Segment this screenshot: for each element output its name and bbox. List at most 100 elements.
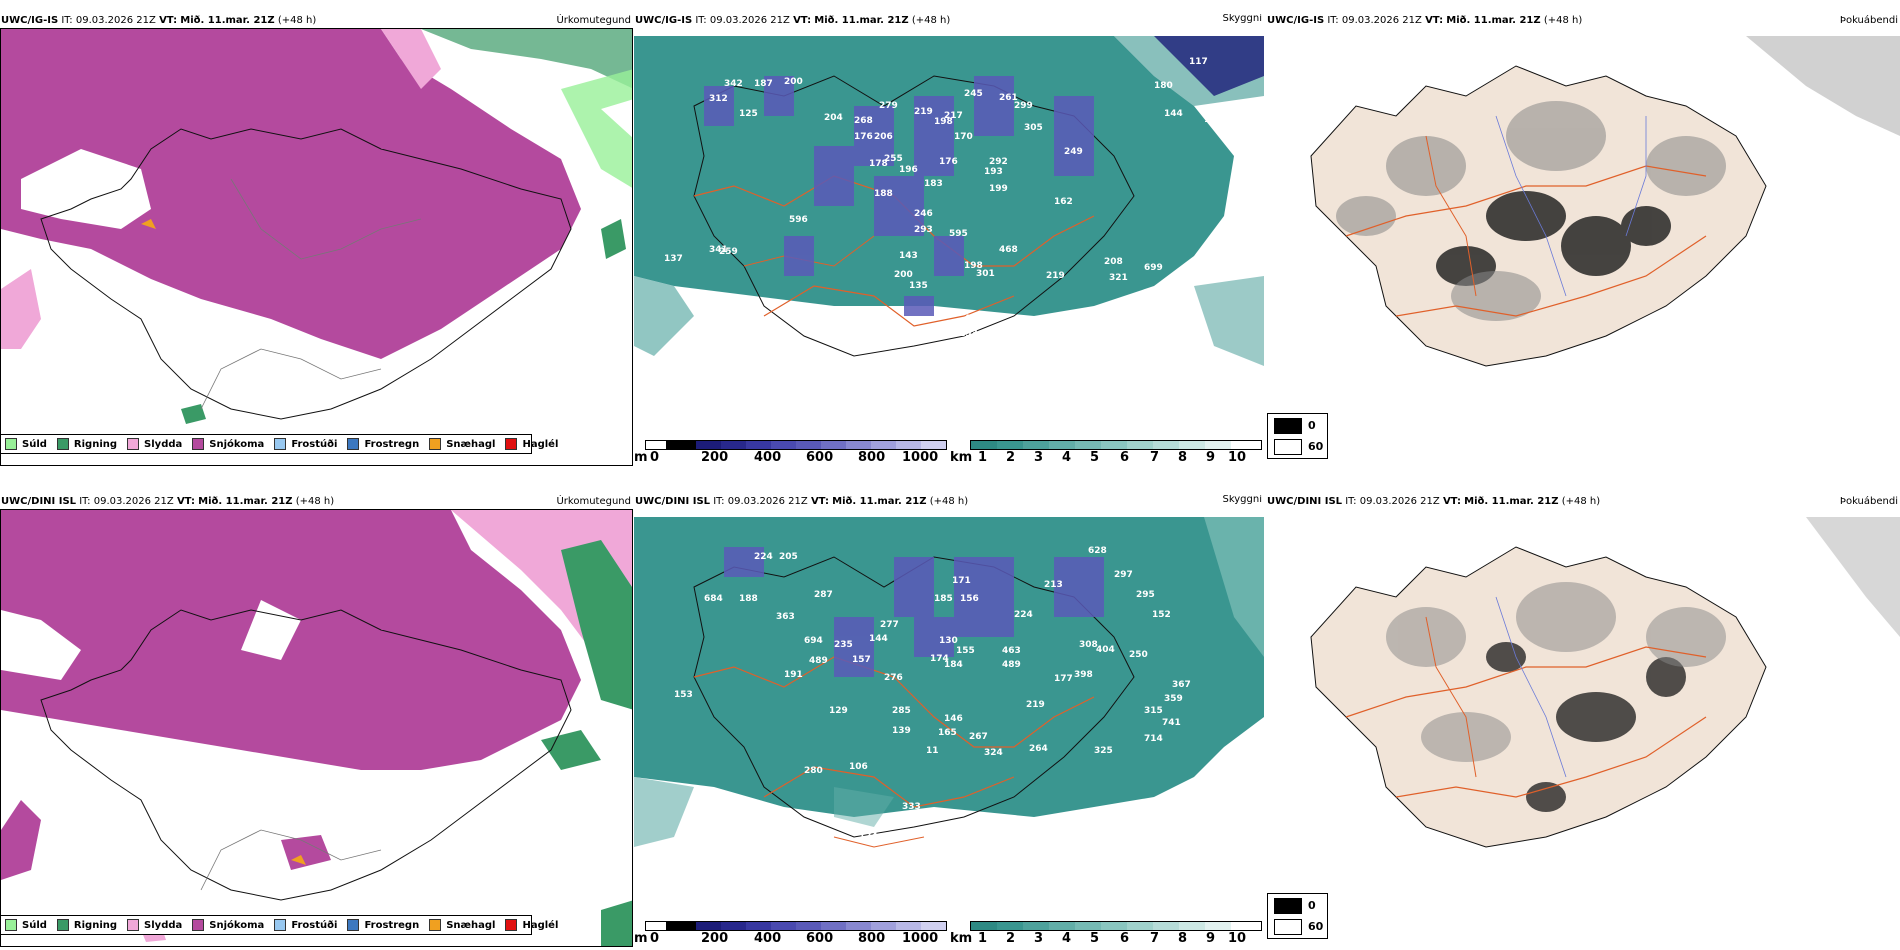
- visibility-tick: 7: [1150, 450, 1160, 465]
- legend-item: Frostregn: [347, 438, 419, 450]
- legend-item: Frostregn: [347, 919, 419, 931]
- svg-text:176: 176: [854, 132, 873, 142]
- cloudbase-tick: 1000: [902, 931, 939, 946]
- svg-text:157: 157: [852, 655, 871, 665]
- model-name: UWC/IG-IS: [1267, 15, 1325, 26]
- svg-text:187: 187: [754, 79, 773, 89]
- svg-text:246: 246: [914, 209, 933, 219]
- visibility-unit: km: [950, 450, 973, 465]
- fog-panel-name: Þokuábendi: [1839, 15, 1898, 26]
- svg-text:11: 11: [926, 746, 939, 756]
- svg-text:114: 114: [934, 826, 953, 836]
- svg-text:297: 297: [1114, 570, 1133, 580]
- svg-text:198: 198: [964, 261, 983, 271]
- fog-legend-label-0: 0: [1308, 899, 1316, 912]
- svg-text:219: 219: [1046, 271, 1065, 281]
- svg-text:280: 280: [804, 766, 823, 776]
- legend-item: Snjókoma: [192, 438, 264, 450]
- cloudbase-tick: 600: [806, 450, 834, 465]
- svg-text:206: 206: [874, 132, 893, 142]
- svg-text:155: 155: [956, 646, 975, 656]
- visibility-bar: [970, 921, 1262, 931]
- svg-text:129: 129: [829, 706, 848, 716]
- svg-text:144: 144: [1164, 109, 1183, 119]
- legend-item: Snjókoma: [192, 919, 264, 931]
- visibility-unit: km: [950, 931, 973, 946]
- cloudbase-tick: 1000: [902, 450, 939, 465]
- svg-text:287: 287: [814, 590, 833, 600]
- cloud-panel-name: Skyggni: [1222, 14, 1262, 24]
- sleet-swatch: [127, 919, 140, 931]
- cloudbase-colorbar-row2: m 0 200 400 600 800 1000: [634, 921, 947, 947]
- it-label: IT:: [61, 15, 73, 26]
- model-name: UWC/IG-IS: [1, 15, 59, 26]
- legend-item: Súld: [5, 919, 47, 931]
- precip-title-row2: UWC/DINI ISL IT: 09.03.2026 21Z VT: Mið.…: [1, 496, 335, 507]
- svg-text:199: 199: [989, 184, 1008, 194]
- visibility-tick: 6: [1120, 931, 1130, 946]
- svg-text:144: 144: [869, 634, 888, 644]
- cloudbase-tick: 400: [754, 931, 782, 946]
- svg-text:180: 180: [1154, 81, 1173, 91]
- rain-swatch: [56, 919, 69, 931]
- cloudbase-tick: 800: [858, 931, 886, 946]
- cloud-title-row1: UWC/IG-IS IT: 09.03.2026 21Z VT: Mið. 11…: [635, 15, 951, 26]
- visibility-colorbar-row2: km 1 2 3 4 5 6 7 8 9 10: [944, 921, 1264, 947]
- svg-text:249: 249: [1064, 147, 1083, 157]
- svg-text:224: 224: [1014, 610, 1033, 620]
- cloudbase-bar: [645, 921, 947, 931]
- freezing-drizzle-swatch: [274, 438, 287, 450]
- legend-item: Frostúði: [274, 919, 337, 931]
- cloudbase-tick: 600: [806, 931, 834, 946]
- svg-text:143: 143: [899, 251, 918, 261]
- legend-item: Slydda: [127, 919, 182, 931]
- svg-text:217: 217: [944, 111, 963, 121]
- svg-text:213: 213: [1044, 580, 1063, 590]
- precip-panel-row1: UWC/IG-IS IT: 09.03.2026 21Z VT: Mið. 11…: [0, 14, 633, 466]
- svg-text:489: 489: [1002, 660, 1021, 670]
- vt-label: VT:: [159, 15, 178, 26]
- svg-text:219: 219: [914, 107, 933, 117]
- visibility-tick: 8: [1178, 450, 1188, 465]
- fog-panel-row2: UWC/DINI ISL IT: 09.03.2026 21Z VT: Mið.…: [1266, 495, 1900, 947]
- fog-panel-name: Þokuábendi: [1839, 496, 1898, 507]
- freezing-drizzle-swatch: [274, 919, 287, 931]
- svg-text:714: 714: [1144, 734, 1163, 744]
- svg-text:146: 146: [944, 714, 963, 724]
- svg-text:219: 219: [1026, 700, 1045, 710]
- svg-text:188: 188: [874, 189, 893, 199]
- svg-text:178: 178: [869, 159, 888, 169]
- valid-time: Mið. 11.mar. 21Z: [180, 15, 275, 26]
- svg-text:267: 267: [969, 732, 988, 742]
- legend-item: Snæhagl: [429, 438, 495, 450]
- svg-text:208: 208: [1104, 257, 1123, 267]
- svg-text:292: 292: [989, 157, 1008, 167]
- cloud-panel-row2: UWC/DINI ISL IT: 09.03.2026 21Z VT: Mið.…: [634, 495, 1264, 947]
- model-name: UWC/DINI ISL: [1267, 496, 1343, 507]
- svg-text:315: 315: [1144, 706, 1163, 716]
- rain-swatch: [56, 438, 69, 450]
- visibility-tick: 10: [1228, 931, 1247, 946]
- svg-text:196: 196: [899, 165, 918, 175]
- svg-text:305: 305: [1024, 123, 1043, 133]
- visibility-tick: 9: [1206, 450, 1216, 465]
- svg-text:341: 341: [709, 245, 728, 255]
- svg-text:325: 325: [1094, 746, 1113, 756]
- precip-title-row1: UWC/IG-IS IT: 09.03.2026 21Z VT: Mið. 11…: [1, 14, 316, 28]
- svg-text:120: 120: [919, 359, 938, 369]
- legend-item: Rigning: [56, 919, 117, 931]
- svg-text:153: 153: [674, 690, 693, 700]
- cloudbase-unit: m: [634, 450, 648, 465]
- svg-text:628: 628: [1088, 546, 1107, 556]
- svg-text:117: 117: [1189, 57, 1208, 67]
- svg-text:324: 324: [984, 748, 1003, 758]
- fog-legend-row2: 0 60: [1267, 893, 1328, 939]
- visibility-tick: 10: [1228, 450, 1247, 465]
- svg-text:307: 307: [889, 322, 908, 332]
- cloudbase-tick: 400: [754, 450, 782, 465]
- svg-text:279: 279: [879, 101, 898, 111]
- svg-text:295: 295: [1136, 590, 1155, 600]
- cloudbase-colorbar-row1: m 0 200 400 600 800 1000: [634, 440, 947, 466]
- svg-text:174: 174: [859, 832, 878, 842]
- cloud-panel-row1: UWC/IG-IS IT: 09.03.2026 21Z VT: Mið. 11…: [634, 14, 1264, 466]
